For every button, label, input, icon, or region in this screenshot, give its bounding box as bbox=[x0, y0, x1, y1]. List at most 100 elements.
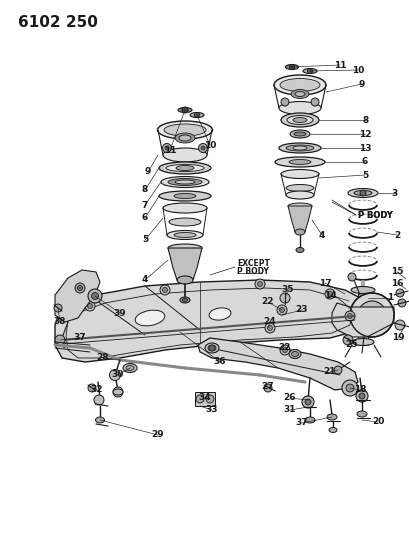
Ellipse shape bbox=[180, 297, 189, 303]
Text: 5: 5 bbox=[361, 171, 367, 180]
Ellipse shape bbox=[274, 157, 324, 167]
Ellipse shape bbox=[356, 411, 366, 417]
Text: 20: 20 bbox=[371, 417, 383, 426]
Ellipse shape bbox=[135, 310, 164, 326]
Circle shape bbox=[397, 299, 405, 307]
Text: 38: 38 bbox=[54, 318, 66, 327]
Text: 31: 31 bbox=[283, 406, 296, 415]
Text: 4: 4 bbox=[318, 230, 324, 239]
Ellipse shape bbox=[204, 343, 218, 353]
Circle shape bbox=[209, 345, 214, 351]
Circle shape bbox=[267, 326, 272, 330]
Text: 33: 33 bbox=[205, 406, 218, 415]
Ellipse shape bbox=[173, 232, 196, 238]
Text: 22: 22 bbox=[261, 297, 274, 306]
Ellipse shape bbox=[286, 116, 312, 125]
Circle shape bbox=[182, 107, 188, 113]
Ellipse shape bbox=[182, 298, 187, 302]
Text: 3: 3 bbox=[391, 189, 397, 198]
Circle shape bbox=[289, 64, 294, 69]
Text: EXCEPT: EXCEPT bbox=[236, 259, 269, 268]
Text: 21: 21 bbox=[323, 367, 335, 376]
Circle shape bbox=[85, 301, 95, 311]
Ellipse shape bbox=[350, 287, 374, 294]
Circle shape bbox=[162, 143, 171, 152]
Circle shape bbox=[276, 305, 286, 315]
Ellipse shape bbox=[163, 148, 207, 162]
Text: 30: 30 bbox=[112, 370, 124, 379]
Text: 19: 19 bbox=[391, 334, 403, 343]
Circle shape bbox=[307, 69, 312, 74]
Circle shape bbox=[254, 279, 264, 289]
Circle shape bbox=[364, 308, 378, 322]
Circle shape bbox=[341, 380, 357, 396]
Ellipse shape bbox=[291, 351, 298, 357]
Ellipse shape bbox=[168, 244, 202, 252]
Ellipse shape bbox=[295, 247, 303, 253]
Text: P BODY: P BODY bbox=[357, 211, 392, 220]
Text: 15: 15 bbox=[390, 268, 402, 277]
Circle shape bbox=[357, 301, 385, 329]
Circle shape bbox=[349, 293, 393, 337]
Text: 23: 23 bbox=[295, 305, 308, 314]
Circle shape bbox=[55, 335, 65, 345]
Circle shape bbox=[194, 112, 199, 117]
Text: 13: 13 bbox=[358, 143, 370, 152]
Circle shape bbox=[113, 387, 123, 397]
Circle shape bbox=[344, 311, 354, 321]
Ellipse shape bbox=[285, 184, 313, 191]
Ellipse shape bbox=[328, 427, 336, 432]
Text: 32: 32 bbox=[90, 385, 103, 394]
Ellipse shape bbox=[123, 364, 137, 373]
Text: 24: 24 bbox=[263, 318, 276, 327]
Ellipse shape bbox=[280, 169, 318, 179]
Ellipse shape bbox=[95, 417, 104, 423]
Circle shape bbox=[345, 384, 353, 392]
Ellipse shape bbox=[113, 389, 123, 395]
Ellipse shape bbox=[175, 166, 193, 171]
Text: 8: 8 bbox=[142, 185, 148, 195]
Circle shape bbox=[264, 323, 274, 333]
Ellipse shape bbox=[288, 350, 300, 359]
Circle shape bbox=[341, 309, 348, 316]
Ellipse shape bbox=[166, 165, 204, 172]
Circle shape bbox=[282, 348, 287, 352]
Text: 9: 9 bbox=[144, 167, 151, 176]
Text: P BODY: P BODY bbox=[236, 266, 268, 276]
Polygon shape bbox=[331, 303, 393, 337]
Ellipse shape bbox=[161, 176, 209, 188]
Circle shape bbox=[394, 320, 404, 330]
Ellipse shape bbox=[351, 338, 373, 345]
Ellipse shape bbox=[164, 124, 205, 136]
Ellipse shape bbox=[302, 69, 316, 74]
Text: 17: 17 bbox=[318, 279, 330, 287]
Ellipse shape bbox=[278, 143, 320, 153]
Text: 5: 5 bbox=[142, 236, 148, 245]
Ellipse shape bbox=[126, 366, 134, 370]
Ellipse shape bbox=[353, 190, 371, 196]
Text: 37: 37 bbox=[74, 334, 86, 343]
Ellipse shape bbox=[166, 230, 202, 239]
Text: 35: 35 bbox=[281, 286, 294, 295]
Ellipse shape bbox=[285, 191, 313, 199]
Text: 25: 25 bbox=[345, 341, 357, 350]
Circle shape bbox=[280, 98, 288, 106]
Ellipse shape bbox=[168, 179, 202, 185]
Ellipse shape bbox=[285, 145, 313, 151]
Text: 34: 34 bbox=[198, 393, 211, 402]
Circle shape bbox=[162, 287, 167, 293]
Text: 2: 2 bbox=[393, 230, 399, 239]
Circle shape bbox=[88, 384, 96, 392]
Ellipse shape bbox=[326, 414, 336, 420]
Text: 10: 10 bbox=[351, 66, 363, 75]
Circle shape bbox=[310, 98, 318, 106]
Ellipse shape bbox=[293, 132, 305, 136]
Ellipse shape bbox=[159, 191, 211, 201]
Polygon shape bbox=[55, 270, 100, 322]
Ellipse shape bbox=[294, 229, 304, 235]
Ellipse shape bbox=[347, 189, 377, 198]
Ellipse shape bbox=[163, 203, 207, 213]
Circle shape bbox=[279, 293, 289, 303]
Ellipse shape bbox=[173, 193, 196, 198]
Ellipse shape bbox=[280, 113, 318, 127]
